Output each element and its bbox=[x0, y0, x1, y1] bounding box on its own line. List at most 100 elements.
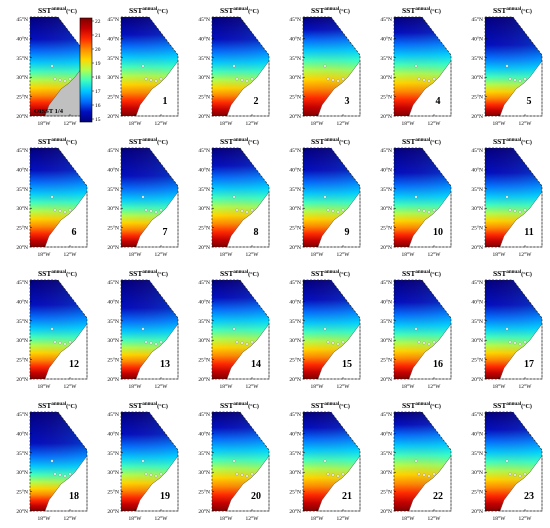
panel-number: 3 bbox=[345, 96, 350, 107]
panel-1: SSTannual(°C) 45°N 40°N 35°N 30°N 25°N 20°N 18°… bbox=[107, 6, 179, 127]
domain-border bbox=[120, 411, 179, 512]
domain-border bbox=[393, 147, 452, 248]
lat-tick-label: 20°N bbox=[471, 508, 483, 515]
island-marker bbox=[58, 473, 62, 477]
island-marker bbox=[154, 79, 158, 83]
panel-title-sup: annual bbox=[324, 138, 339, 143]
lon-tick-label: 12°W bbox=[246, 120, 260, 127]
domain-border bbox=[302, 411, 361, 512]
panel-number: 19 bbox=[160, 491, 170, 502]
island-marker bbox=[235, 208, 239, 212]
lon-tick-label: 12°W bbox=[519, 120, 533, 127]
panel-5: SSTannual(°C) 45°N 40°N 35°N 30°N 25°N 20°N 18°… bbox=[471, 6, 543, 127]
lat-tick-label: 25°N bbox=[198, 225, 210, 232]
lat-tick-label: 25°N bbox=[471, 94, 483, 101]
lat-tick-label: 25°N bbox=[471, 489, 483, 496]
panel-title: SSTannual(°C) bbox=[129, 6, 168, 15]
lat-tick-label: 45°N bbox=[16, 147, 28, 154]
lat-tick-label: 35°N bbox=[198, 186, 210, 193]
lat-tick-label: 45°N bbox=[107, 147, 119, 154]
island-marker bbox=[58, 209, 62, 213]
panel-2: SSTannual(°C) 45°N 40°N 35°N 30°N 25°N 20°N 18°… bbox=[198, 6, 270, 127]
lon-tick-label: 18°W bbox=[311, 120, 325, 127]
lat-tick-label: 35°N bbox=[16, 186, 28, 193]
panel-title-unit: (°C) bbox=[248, 271, 259, 278]
panel-title-unit: (°C) bbox=[157, 403, 168, 410]
island-marker bbox=[235, 340, 239, 344]
panel-number: 1 bbox=[163, 96, 168, 107]
domain-border bbox=[29, 411, 88, 512]
island-marker bbox=[326, 472, 330, 476]
lat-tick-label: 40°N bbox=[471, 166, 483, 173]
panel-title-sup: annual bbox=[324, 7, 339, 12]
island-marker bbox=[240, 341, 244, 345]
panel-title: SSTannual(°C) bbox=[311, 137, 350, 146]
panel-title: SSTannual(°C) bbox=[493, 269, 532, 278]
lon-tick-label: 12°W bbox=[428, 251, 442, 258]
island-marker bbox=[513, 341, 517, 345]
island-marker bbox=[323, 459, 327, 463]
colorbar-tick-label: 17 bbox=[95, 89, 101, 95]
panel-number: 18 bbox=[69, 491, 79, 502]
lat-tick-label: 25°N bbox=[380, 94, 392, 101]
lat-tick-label: 20°N bbox=[471, 113, 483, 120]
lat-tick-label: 40°N bbox=[16, 166, 28, 173]
panel-22: SSTannual(°C) 45°N 40°N 35°N 30°N 25°N 20°N 18°… bbox=[380, 401, 452, 522]
island-marker bbox=[250, 472, 254, 476]
lat-tick-label: 35°N bbox=[198, 318, 210, 325]
lon-tick-label: 12°W bbox=[428, 120, 442, 127]
island-marker bbox=[508, 472, 512, 476]
domain-border bbox=[393, 279, 452, 380]
reference-label: OISST 1/4 bbox=[34, 108, 64, 115]
panel-number: 16 bbox=[433, 359, 443, 370]
lat-tick-label: 45°N bbox=[471, 279, 483, 286]
panel-6: SSTannual(°C) 45°N 40°N 35°N 30°N 25°N 20°N 18°… bbox=[16, 137, 88, 258]
lat-tick-label: 40°N bbox=[198, 430, 210, 437]
lon-tick-label: 12°W bbox=[155, 251, 169, 258]
panel-title-sup: annual bbox=[142, 7, 157, 12]
lat-tick-label: 30°N bbox=[198, 74, 210, 81]
lon-tick-label: 12°W bbox=[155, 120, 169, 127]
panel-title: SSTannual(°C) bbox=[220, 6, 259, 15]
panel-title: SSTannual(°C) bbox=[402, 401, 441, 410]
island-marker bbox=[331, 341, 335, 345]
colorbar-tick-label: 22 bbox=[95, 19, 101, 25]
lat-tick-label: 35°N bbox=[16, 318, 28, 325]
colorbar-tick-label: 19 bbox=[95, 61, 101, 67]
lon-tick-label: 12°W bbox=[155, 383, 169, 390]
lat-tick-label: 35°N bbox=[380, 318, 392, 325]
lat-tick-label: 40°N bbox=[16, 35, 28, 42]
panel-8: SSTannual(°C) 45°N 40°N 35°N 30°N 25°N 20°N 18°… bbox=[198, 137, 270, 258]
island-marker bbox=[422, 78, 426, 82]
lon-tick-label: 12°W bbox=[246, 515, 260, 522]
island-marker bbox=[326, 208, 330, 212]
lon-tick-label: 18°W bbox=[38, 383, 52, 390]
island-marker bbox=[235, 77, 239, 81]
lat-tick-label: 30°N bbox=[107, 469, 119, 476]
panels-layer: SSTannual(°C) 45°N 40°N 35°N 30°N 25°N 20°N 18°… bbox=[16, 6, 543, 522]
lat-tick-label: 40°N bbox=[107, 430, 119, 437]
panel-title-sup: annual bbox=[51, 402, 66, 407]
lon-tick-label: 18°W bbox=[493, 383, 507, 390]
domain-border bbox=[484, 16, 543, 117]
island-marker bbox=[336, 79, 340, 83]
island-marker bbox=[250, 340, 254, 344]
lat-tick-label: 45°N bbox=[380, 16, 392, 23]
panel-title-unit: (°C) bbox=[248, 403, 259, 410]
panel-title-sup: annual bbox=[415, 402, 430, 407]
panel-title-sup: annual bbox=[506, 138, 521, 143]
island-marker bbox=[149, 209, 153, 213]
lat-tick-label: 25°N bbox=[380, 357, 392, 364]
lat-tick-label: 45°N bbox=[289, 279, 301, 286]
island-marker bbox=[432, 208, 436, 212]
lat-tick-label: 35°N bbox=[380, 55, 392, 62]
lat-tick-label: 30°N bbox=[471, 205, 483, 212]
panel-title-unit: (°C) bbox=[66, 8, 77, 15]
island-marker bbox=[141, 327, 145, 331]
domain-border bbox=[211, 411, 270, 512]
lat-tick-label: 45°N bbox=[289, 147, 301, 154]
island-marker bbox=[159, 208, 163, 212]
lat-tick-label: 30°N bbox=[471, 74, 483, 81]
island-marker bbox=[414, 64, 418, 68]
